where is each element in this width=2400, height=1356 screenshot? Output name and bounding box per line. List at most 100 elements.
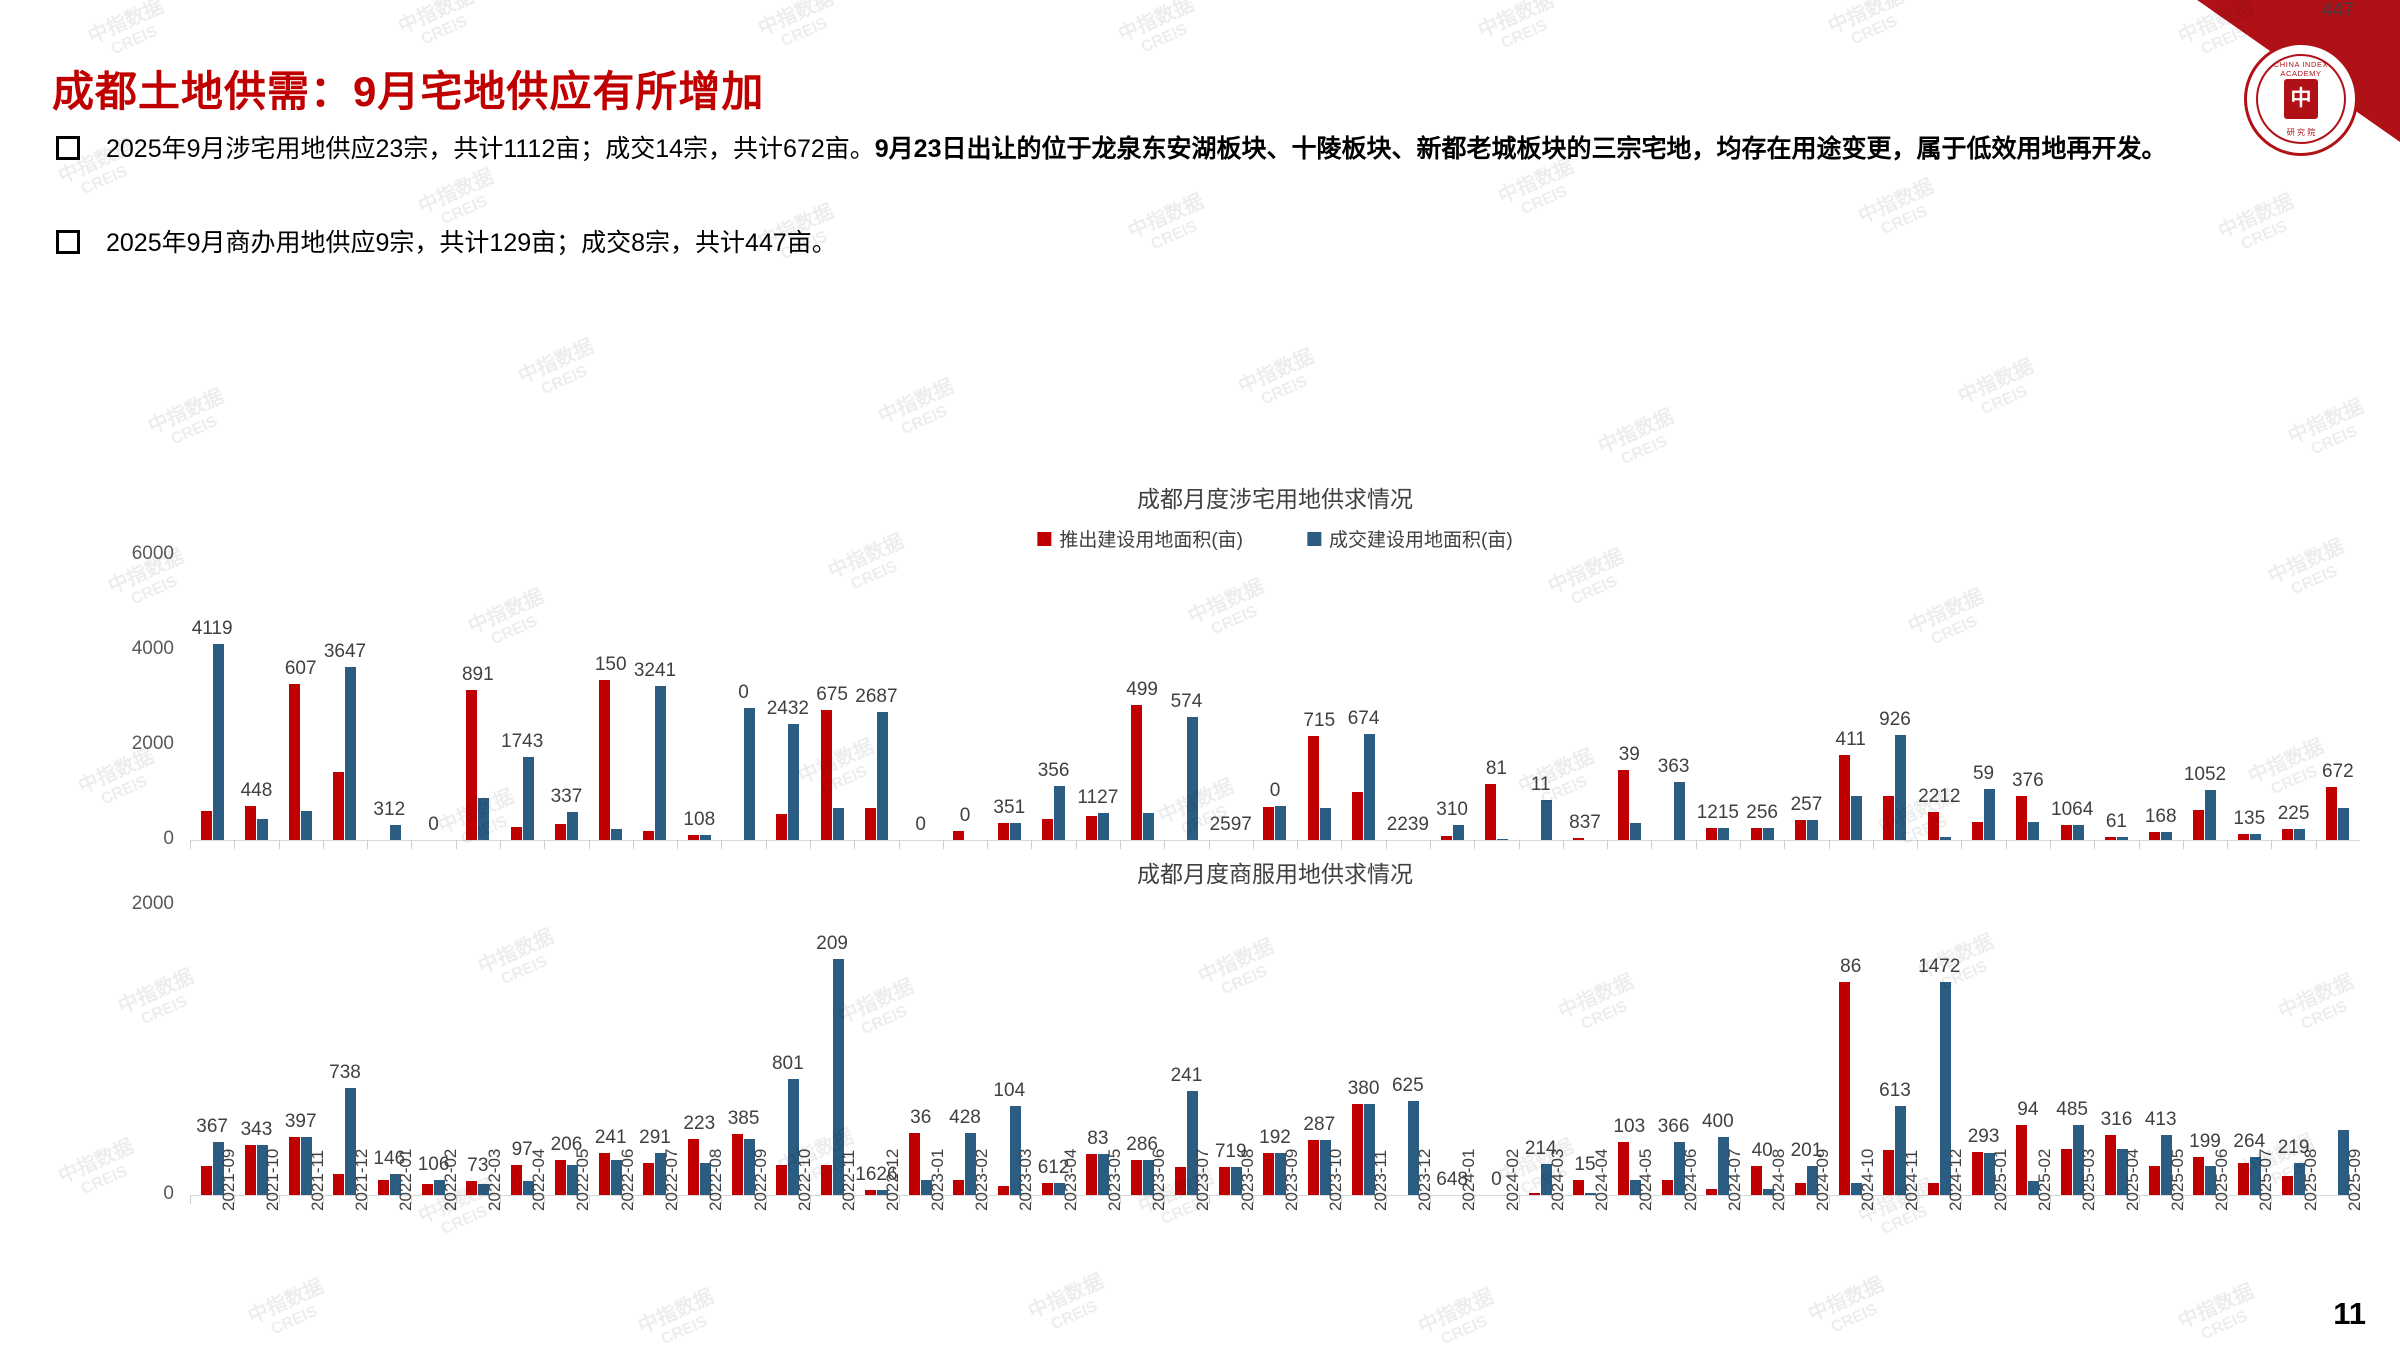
- bar-supply: [820, 709, 832, 840]
- bar-supply: [466, 1180, 478, 1195]
- x-axis-label: 2023-07: [1193, 1148, 1213, 1211]
- x-axis-label: 2025-08: [2300, 1148, 2320, 1211]
- bar-group: [1430, 555, 1474, 840]
- bar-supply: [289, 1137, 301, 1195]
- bar-deal: [2161, 832, 2173, 840]
- bar-deal: [1629, 1180, 1641, 1195]
- x-axis-label: 2022-07: [662, 1148, 681, 1211]
- data-label: 837: [1569, 812, 1601, 834]
- bar-group: [2316, 555, 2360, 840]
- x-axis-line: [190, 840, 2360, 841]
- bar-deal: [611, 829, 623, 840]
- x-axis-tick: [1872, 840, 1874, 849]
- bar-supply: [1130, 705, 1142, 840]
- x-axis-label: 2024-09: [1813, 1148, 1833, 1211]
- bar-supply: [997, 823, 1009, 840]
- x-axis-label: 2021-12: [352, 1148, 371, 1211]
- bar-supply: [1573, 838, 1585, 840]
- bar-supply: [1307, 735, 1319, 840]
- x-axis-label: 2023-09: [1282, 1148, 1301, 1211]
- y-axis-tick-label: 0: [163, 828, 174, 849]
- x-axis-tick: [1651, 840, 1653, 849]
- bar-group: [677, 905, 721, 1195]
- bar-group: [234, 905, 278, 1195]
- bar-supply: [1706, 1189, 1718, 1195]
- x-axis-label: 2025-07: [2256, 1148, 2276, 1211]
- bar-group: [2183, 905, 2227, 1195]
- data-label: 2597: [1209, 814, 1252, 835]
- data-label: 83: [1087, 1127, 1109, 1149]
- x-axis-tick: [1695, 840, 1697, 849]
- data-label: 86: [1840, 955, 1862, 977]
- bar-group: [987, 555, 1031, 840]
- x-axis-label: 2024-03: [1547, 1148, 1567, 1211]
- bar-supply: [1839, 754, 1851, 840]
- bar-deal: [478, 1184, 490, 1195]
- x-axis-tick: [898, 1195, 900, 1204]
- x-axis-tick: [2005, 840, 2007, 849]
- bar-deal: [345, 666, 357, 840]
- x-axis-tick: [854, 1195, 856, 1204]
- bar-group: [1031, 905, 1075, 1195]
- bar-deal: [2338, 1130, 2350, 1195]
- data-label: 2239: [1386, 814, 1429, 835]
- x-axis-label: 2024-06: [1680, 1148, 1700, 1211]
- bar-supply: [1927, 812, 1939, 840]
- data-label: 400: [1701, 1111, 1734, 1132]
- bar-deal: [1585, 1192, 1597, 1195]
- data-label: 1052: [2183, 764, 2227, 786]
- x-axis-tick: [2227, 1195, 2229, 1204]
- x-axis-label: 2022-12: [883, 1148, 903, 1211]
- bar-group: [1784, 555, 1828, 840]
- bar-group: [1829, 905, 1873, 1195]
- x-axis-label: 2024-11: [1902, 1149, 1921, 1211]
- bar-deal: [1496, 839, 1508, 840]
- bar-deal: [2072, 1124, 2084, 1195]
- data-label: 607: [284, 658, 317, 680]
- data-label: 104: [993, 1080, 1026, 1102]
- data-label: 648: [1436, 1169, 1468, 1190]
- bar-supply: [1042, 1182, 1054, 1195]
- x-axis-tick: [1164, 1195, 1166, 1204]
- data-label: 209: [816, 933, 848, 955]
- bar-deal: [1364, 733, 1376, 840]
- bar-supply: [1883, 796, 1895, 840]
- bar-supply: [2016, 1124, 2028, 1195]
- x-axis-label: 2024-12: [1946, 1148, 1966, 1211]
- data-label: 366: [1657, 1115, 1690, 1137]
- data-label: 380: [1347, 1078, 1380, 1100]
- x-axis-tick: [190, 840, 191, 849]
- bar-deal: [1319, 808, 1331, 840]
- bar-group: [1209, 905, 1253, 1195]
- bullet-1-segment-plain: 2025年9月涉宅用地供应23宗，共计1112亩；成交14宗，共计672亩。: [106, 135, 875, 163]
- x-axis-label: 2025-06: [2212, 1148, 2231, 1211]
- bar-group: [677, 555, 721, 840]
- bar-group: [633, 905, 677, 1195]
- data-label: 1472: [1918, 955, 1961, 977]
- bar-deal: [1939, 981, 1951, 1195]
- bar-supply: [2237, 1163, 2249, 1195]
- bar-deal: [566, 1165, 578, 1195]
- data-label: 1064: [2051, 798, 2094, 820]
- bar-group: [1253, 555, 1297, 840]
- bar-group: [589, 905, 633, 1195]
- data-label: 103: [1613, 1115, 1646, 1137]
- bar-group: [500, 555, 544, 840]
- bullet-square-icon: [56, 136, 80, 160]
- bar-supply: [1086, 816, 1098, 840]
- bar-supply: [1972, 822, 1984, 840]
- bar-group: [1563, 905, 1607, 1195]
- data-label: 310: [1436, 799, 1468, 821]
- x-axis-tick: [1297, 1195, 1299, 1204]
- data-label: 1215: [1696, 801, 1739, 823]
- x-axis-tick: [1164, 840, 1166, 849]
- bar-deal: [1054, 786, 1066, 840]
- bar-deal: [301, 1137, 313, 1195]
- bar-supply: [864, 807, 876, 840]
- bar-deal: [921, 1179, 933, 1195]
- data-label: 192: [1259, 1127, 1291, 1149]
- x-axis-tick: [1120, 840, 1121, 849]
- bar-supply: [1972, 1152, 1984, 1195]
